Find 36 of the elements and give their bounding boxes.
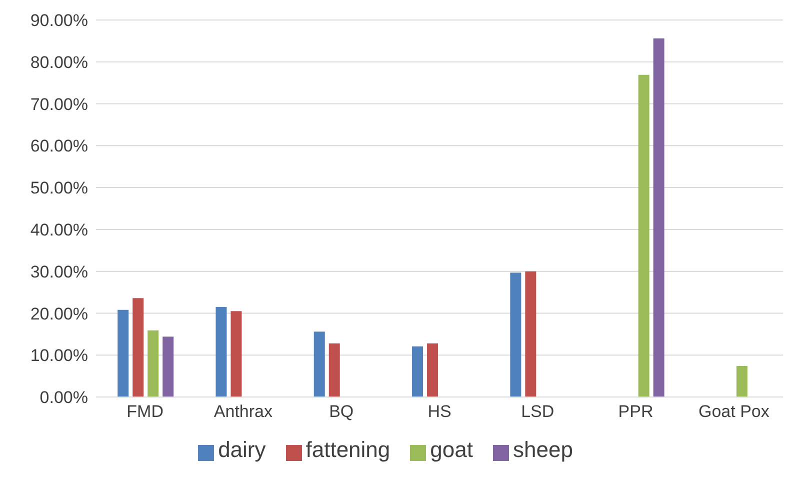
y-tick-label: 90.00% xyxy=(30,11,88,30)
legend-label: dairy xyxy=(218,437,266,462)
bar xyxy=(412,346,424,397)
x-tick-label: Anthrax xyxy=(214,402,274,422)
bar xyxy=(162,336,174,397)
x-tick-label: Goat Pox xyxy=(698,402,770,422)
x-tick-label: LSD xyxy=(521,402,554,422)
bar xyxy=(118,310,129,397)
bar xyxy=(653,38,664,397)
y-tick-label: 40.00% xyxy=(30,220,88,240)
legend-label: fattening xyxy=(306,437,390,462)
bar xyxy=(328,343,340,397)
bar xyxy=(427,343,438,397)
bar xyxy=(230,311,242,397)
bar xyxy=(510,272,522,397)
x-tick-label: HS xyxy=(428,402,452,422)
y-tick-label: 70.00% xyxy=(30,94,88,114)
y-tick-label: 10.00% xyxy=(30,346,88,366)
y-tick-label: 0.00% xyxy=(40,388,88,408)
bar xyxy=(216,306,227,397)
bar xyxy=(525,271,536,397)
y-tick-label: 50.00% xyxy=(30,178,88,198)
bar xyxy=(148,330,159,397)
y-tick-label: 80.00% xyxy=(30,52,88,72)
x-tick-label: FMD xyxy=(126,402,164,422)
x-tick-label: PPR xyxy=(618,402,654,422)
bar xyxy=(736,366,748,397)
y-tick-label: 30.00% xyxy=(30,262,88,282)
legend-label: sheep xyxy=(512,437,573,462)
bar xyxy=(638,74,650,397)
x-tick-label: BQ xyxy=(329,402,354,422)
legend-label: goat xyxy=(430,437,473,462)
bar xyxy=(314,332,325,397)
bar xyxy=(132,298,144,397)
y-tick-label: 20.00% xyxy=(30,304,88,324)
y-tick-label: 60.00% xyxy=(30,136,88,156)
